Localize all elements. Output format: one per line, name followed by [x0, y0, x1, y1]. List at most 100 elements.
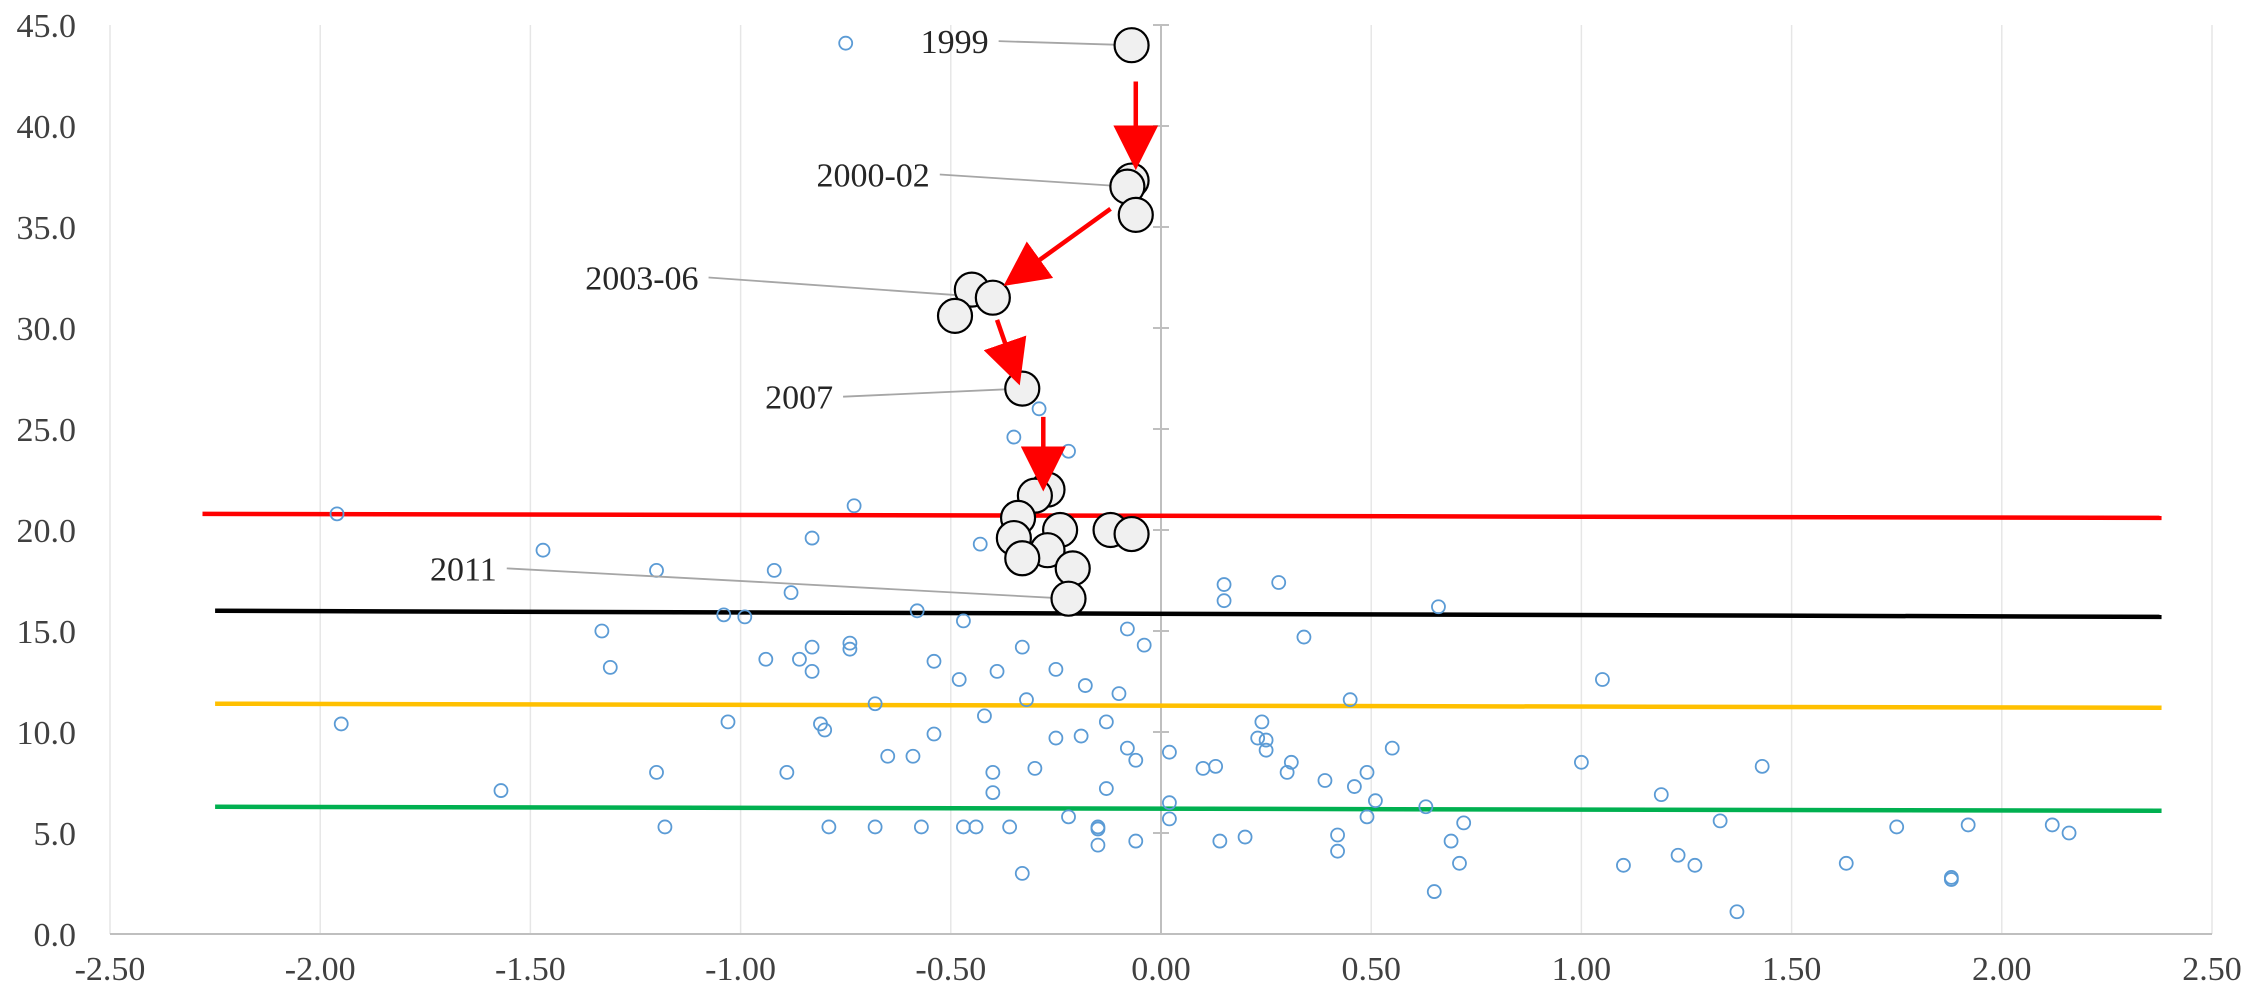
data-point: [905, 748, 921, 764]
y-tick-label: 45.0: [17, 8, 77, 45]
highlighted-point: [1117, 196, 1154, 233]
data-point: [926, 653, 942, 669]
y-tick-label: 35.0: [17, 210, 77, 247]
data-point: [1254, 714, 1270, 730]
data-point: [1431, 599, 1446, 615]
data-point: [1090, 821, 1106, 837]
data-point: [1090, 837, 1106, 853]
x-tick-label: 1.00: [1552, 951, 1612, 988]
data-point: [951, 672, 967, 687]
x-tick-label: 2.00: [1972, 951, 2032, 988]
x-tick-label: 0.50: [1341, 951, 1401, 988]
data-point: [1359, 765, 1375, 780]
data-point: [720, 714, 736, 730]
data-point: [1574, 754, 1589, 770]
data-point: [1729, 904, 1745, 920]
data-point: [913, 819, 929, 835]
data-point: [1216, 577, 1232, 592]
data-point: [1687, 857, 1703, 873]
reference-line: [215, 701, 2162, 711]
data-point: [956, 613, 971, 629]
data-point: [1960, 817, 1976, 833]
data-point: [1002, 819, 1018, 835]
data-point: [985, 765, 1001, 780]
data-point: [1670, 847, 1686, 863]
large-points: [936, 27, 1154, 617]
data-point: [1006, 429, 1022, 445]
data-point: [1073, 728, 1089, 744]
data-point: [1048, 730, 1064, 746]
data-point: [1027, 760, 1043, 776]
highlighted-point: [1113, 27, 1150, 64]
annotation-label: 1999: [921, 24, 989, 61]
data-point: [989, 664, 1005, 679]
data-point: [1216, 593, 1232, 609]
data-point: [1889, 819, 1905, 835]
data-point: [1019, 692, 1034, 708]
data-point: [333, 716, 349, 732]
data-point: [1061, 443, 1076, 459]
data-point: [1838, 855, 1854, 871]
data-point: [1330, 843, 1345, 859]
data-point: [1330, 827, 1345, 843]
data-point: [972, 536, 988, 552]
trajectory-arrow: [983, 319, 1027, 386]
data-point: [968, 819, 984, 835]
data-point: [1250, 730, 1266, 746]
data-point: [1162, 811, 1177, 827]
data-point: [977, 708, 992, 724]
data-point: [1077, 678, 1093, 693]
highlighted-point: [1113, 515, 1150, 553]
x-tick-label: -2.50: [75, 951, 146, 988]
annotation-label: 2011: [430, 551, 497, 588]
reference-line: [215, 804, 2162, 814]
data-point: [880, 748, 896, 764]
annotation-leader: [506, 567, 1069, 600]
axes: [110, 24, 2212, 935]
data-point: [737, 609, 753, 625]
data-point: [1237, 829, 1253, 845]
highlighted-point: [1004, 370, 1041, 407]
data-point: [1342, 692, 1358, 708]
data-point: [1754, 758, 1770, 774]
data-point: [867, 696, 883, 712]
highlighted-point: [974, 279, 1011, 316]
data-point: [1384, 740, 1400, 756]
small-points: [329, 35, 2077, 920]
annotation-labels: 1999 2000-02 2003-06 2007 2011: [430, 24, 989, 588]
data-point: [985, 785, 1001, 800]
annotation-label: 2007: [765, 380, 833, 417]
data-point: [535, 542, 551, 558]
data-point: [1014, 639, 1030, 655]
y-tick-label: 15.0: [17, 614, 77, 651]
data-point: [1595, 672, 1610, 687]
data-point: [1616, 857, 1631, 873]
data-point: [804, 664, 820, 679]
data-point: [1279, 765, 1295, 780]
data-point: [1136, 637, 1152, 653]
data-point: [649, 563, 664, 578]
data-point: [1296, 629, 1312, 645]
annotation-leader: [998, 40, 1132, 47]
annotation-label: 2000-02: [816, 157, 929, 194]
data-point: [1098, 714, 1114, 730]
highlighted-point: [1054, 550, 1091, 587]
data-point: [842, 635, 858, 651]
reference-lines: [202, 511, 2162, 814]
data-point: [1098, 781, 1114, 796]
data-point: [1031, 401, 1047, 417]
data-point: [838, 35, 854, 51]
data-point: [716, 607, 732, 623]
highlighted-point: [1004, 540, 1041, 577]
highlighted-point: [1050, 580, 1087, 617]
x-tick-label: -1.00: [705, 951, 776, 988]
data-point: [926, 726, 942, 742]
y-tick-label: 10.0: [17, 715, 77, 752]
data-point: [1014, 866, 1030, 881]
data-point: [1128, 752, 1144, 768]
x-tick-label: -2.00: [285, 951, 356, 988]
data-point: [1943, 872, 1959, 887]
gridlines: [109, 25, 2213, 934]
data-point: [817, 722, 833, 738]
